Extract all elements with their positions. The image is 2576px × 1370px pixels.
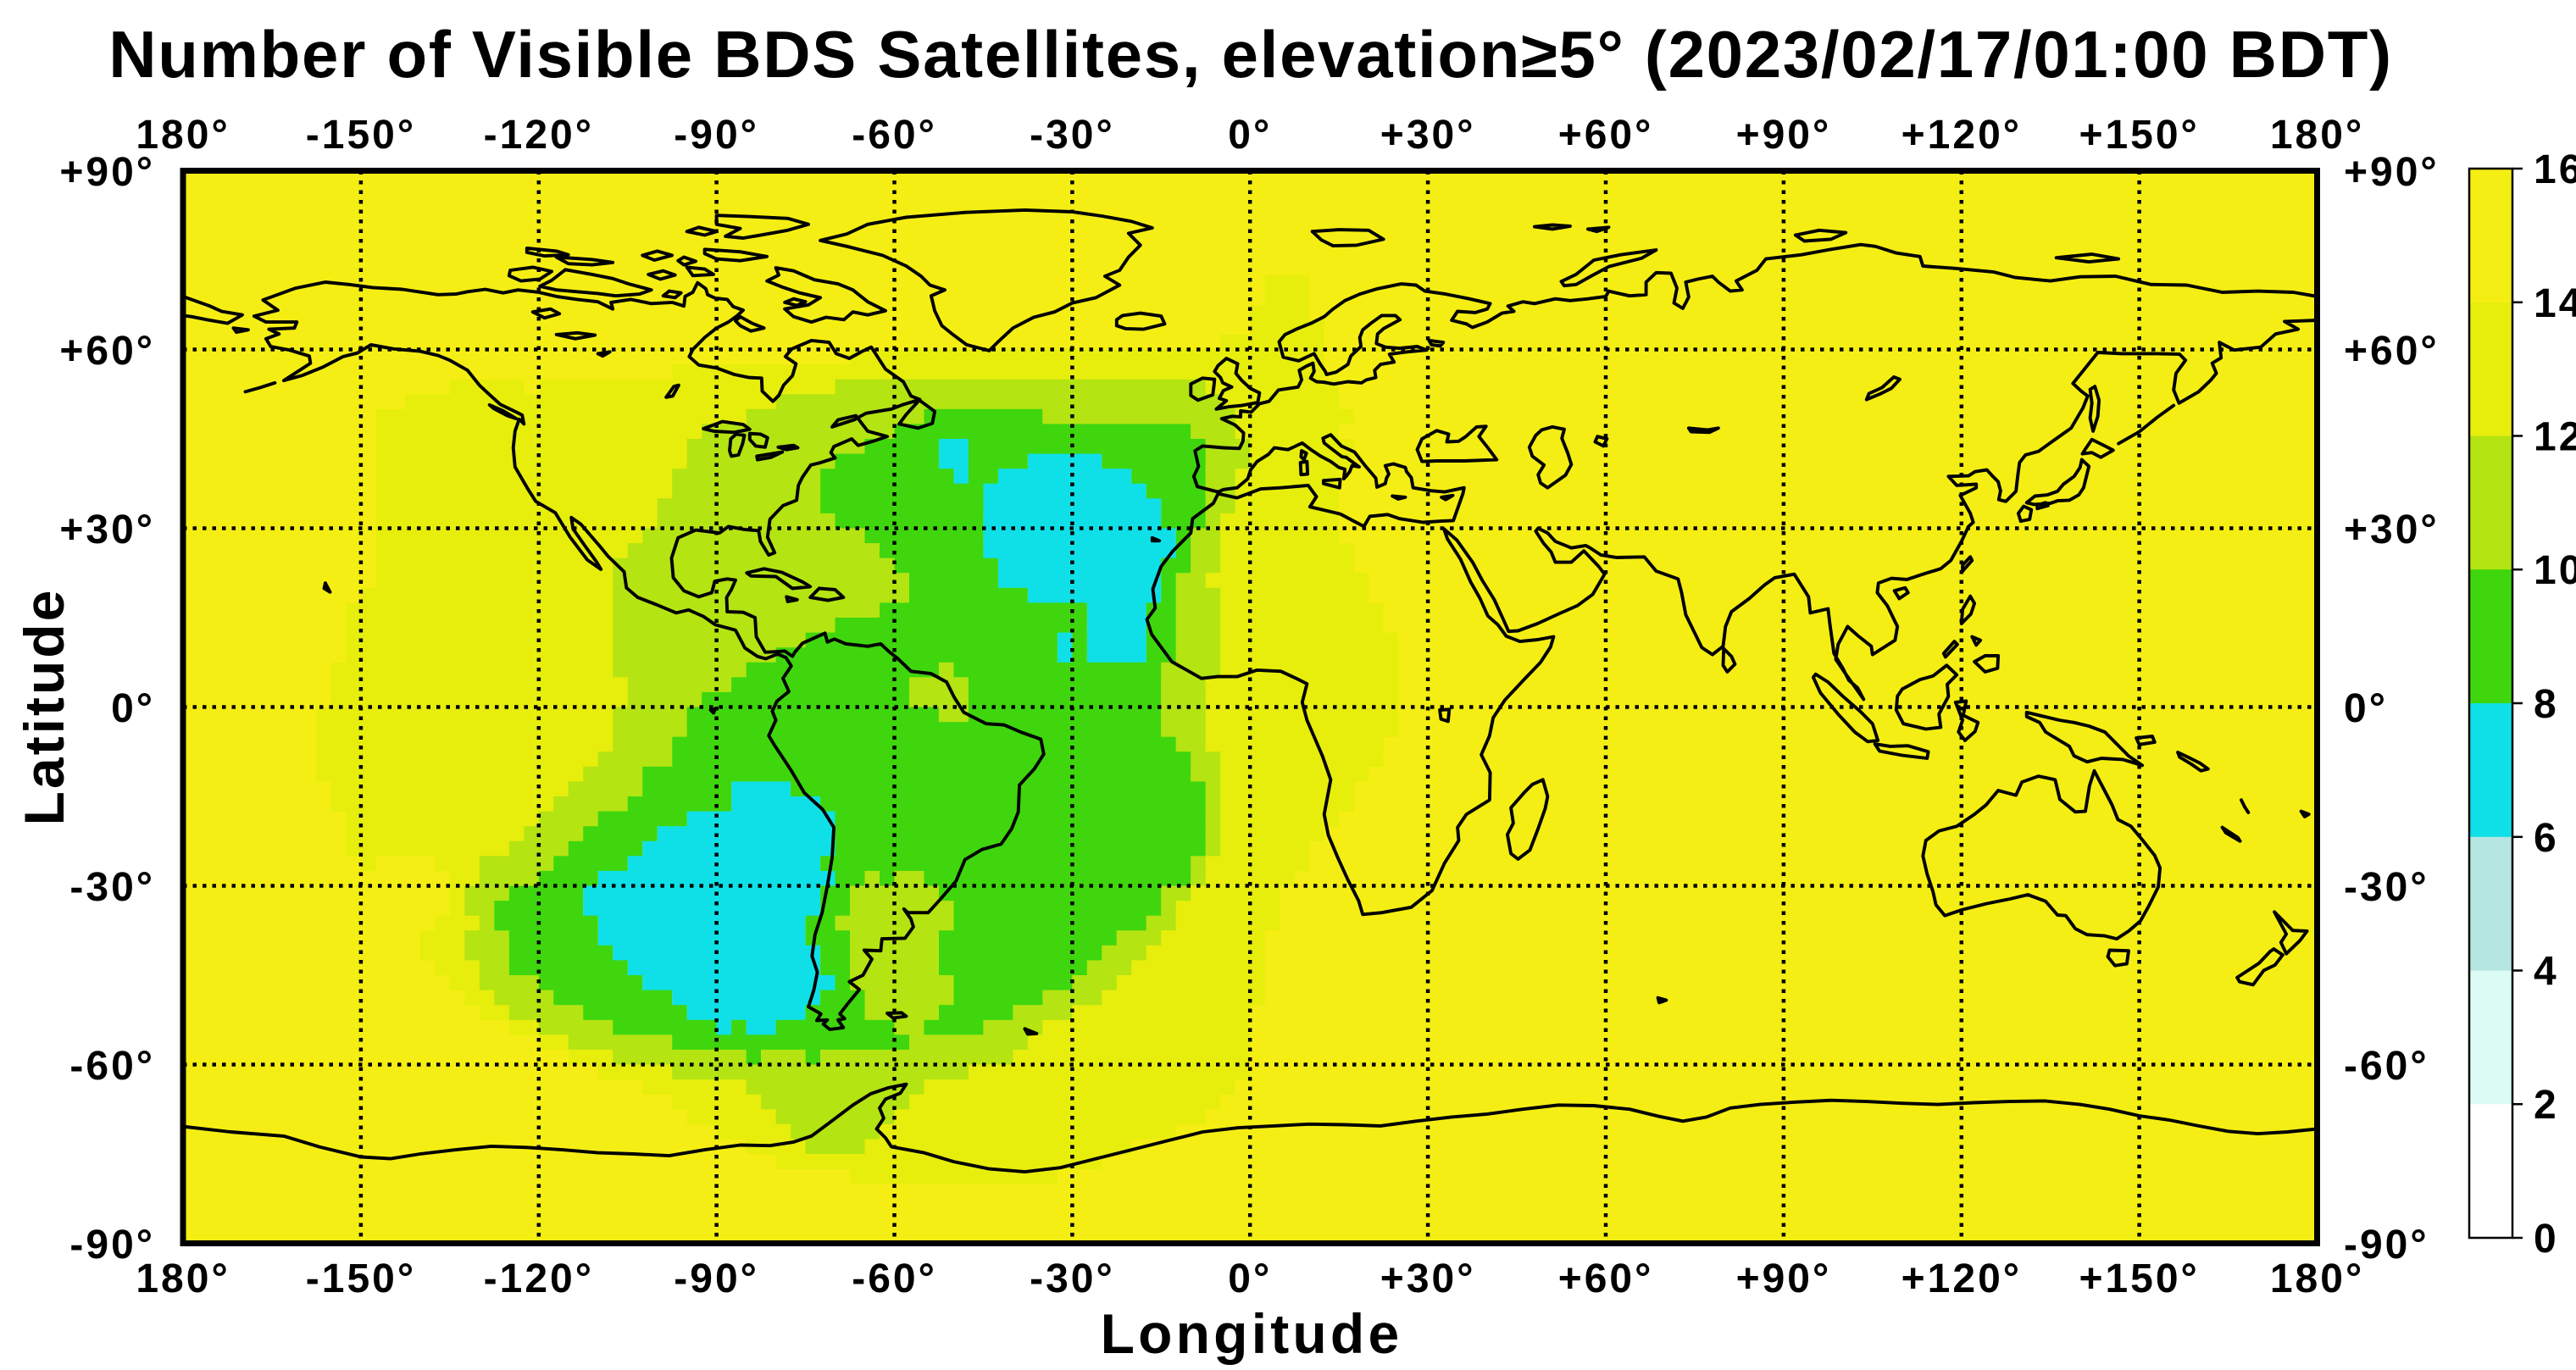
- svg-text:6: 6: [2534, 816, 2559, 861]
- svg-text:-30°: -30°: [69, 865, 155, 910]
- svg-text:0°: 0°: [2344, 686, 2388, 731]
- svg-text:-90°: -90°: [69, 1223, 155, 1267]
- svg-text:+30°: +30°: [1380, 113, 1476, 158]
- svg-text:-150°: -150°: [306, 1256, 416, 1301]
- svg-text:180°: 180°: [136, 1256, 230, 1301]
- svg-text:-60°: -60°: [852, 1256, 937, 1301]
- svg-text:Number of Visible BDS Satellit: Number of Visible BDS Satellites, elevat…: [108, 17, 2393, 92]
- svg-text:180°: 180°: [136, 113, 230, 158]
- svg-text:14: 14: [2534, 281, 2576, 326]
- svg-text:-90°: -90°: [674, 113, 759, 158]
- svg-text:0: 0: [2534, 1217, 2559, 1262]
- svg-text:-30°: -30°: [2344, 865, 2429, 910]
- svg-text:-120°: -120°: [484, 1256, 594, 1301]
- svg-text:-150°: -150°: [306, 113, 416, 158]
- svg-text:180°: 180°: [2270, 1256, 2364, 1301]
- svg-text:12: 12: [2534, 415, 2576, 460]
- svg-text:+90°: +90°: [1736, 113, 1832, 158]
- svg-text:16: 16: [2534, 147, 2576, 192]
- svg-text:+90°: +90°: [1736, 1256, 1832, 1301]
- svg-text:+30°: +30°: [2344, 508, 2440, 552]
- svg-text:-60°: -60°: [852, 113, 937, 158]
- svg-text:+60°: +60°: [59, 329, 155, 374]
- svg-text:2: 2: [2534, 1083, 2559, 1128]
- svg-text:4: 4: [2534, 950, 2559, 995]
- svg-text:-90°: -90°: [674, 1256, 759, 1301]
- svg-text:+60°: +60°: [1558, 113, 1654, 158]
- svg-text:-30°: -30°: [1030, 1256, 1115, 1301]
- svg-text:0°: 0°: [111, 686, 155, 731]
- svg-text:10: 10: [2534, 548, 2576, 593]
- svg-text:+150°: +150°: [2079, 113, 2199, 158]
- svg-text:-30°: -30°: [1030, 113, 1115, 158]
- svg-text:-60°: -60°: [2344, 1044, 2429, 1089]
- svg-text:+60°: +60°: [2344, 329, 2440, 374]
- svg-text:+120°: +120°: [1901, 113, 2022, 158]
- svg-text:0°: 0°: [1228, 1256, 1272, 1301]
- svg-text:-90°: -90°: [2344, 1223, 2429, 1267]
- svg-text:-60°: -60°: [69, 1044, 155, 1089]
- svg-text:+30°: +30°: [59, 508, 155, 552]
- svg-text:+30°: +30°: [1380, 1256, 1476, 1301]
- svg-text:+150°: +150°: [2079, 1256, 2199, 1301]
- svg-text:+90°: +90°: [59, 150, 155, 195]
- svg-text:180°: 180°: [2270, 113, 2364, 158]
- svg-text:0°: 0°: [1228, 113, 1272, 158]
- svg-text:-120°: -120°: [484, 113, 594, 158]
- svg-text:8: 8: [2534, 682, 2559, 727]
- svg-text:Latitude: Latitude: [13, 588, 75, 826]
- svg-text:+120°: +120°: [1901, 1256, 2022, 1301]
- svg-text:Longitude: Longitude: [1101, 1302, 1403, 1365]
- svg-text:+60°: +60°: [1558, 1256, 1654, 1301]
- svg-text:+90°: +90°: [2344, 150, 2440, 195]
